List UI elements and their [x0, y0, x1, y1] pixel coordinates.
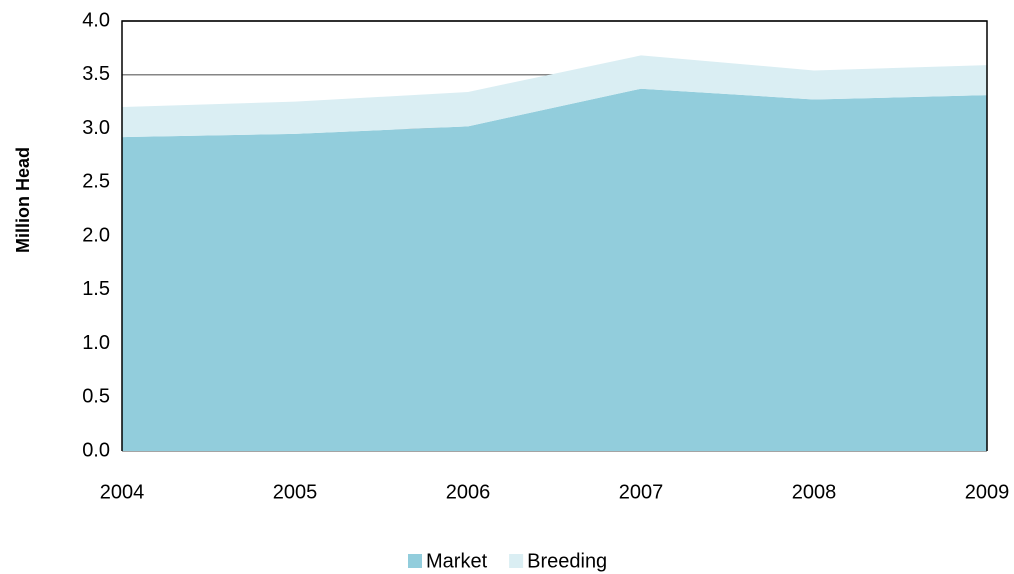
x-tick-label: 2007 — [619, 481, 664, 503]
y-tick-label: 2.5 — [82, 171, 110, 193]
x-tick-label: 2009 — [965, 481, 1010, 503]
y-tick-label: 1.5 — [82, 278, 110, 300]
area — [122, 88, 987, 451]
x-tick-label: 2005 — [273, 481, 318, 503]
legend-label: Market — [426, 550, 488, 572]
x-tick-label: 2008 — [792, 481, 837, 503]
y-tick-label: 1.0 — [82, 332, 110, 354]
legend-swatch — [408, 554, 422, 568]
legend-label: Breeding — [527, 550, 607, 572]
legend-swatch — [509, 554, 524, 568]
y-tick-label: 4.0 — [82, 9, 110, 31]
plot-frame — [121, 20, 988, 451]
y-axis-title: Million Head — [13, 147, 33, 253]
y-tick-label: 0.5 — [82, 386, 110, 408]
area — [122, 55, 987, 138]
x-tick-label: 2006 — [446, 481, 491, 503]
x-tick-label: 2004 — [100, 481, 145, 503]
y-tick-label: 2.0 — [82, 224, 110, 246]
y-tick-label: 0.0 — [82, 439, 110, 461]
y-tick-label: 3.5 — [82, 63, 110, 85]
y-tick-label: 3.0 — [82, 117, 110, 139]
